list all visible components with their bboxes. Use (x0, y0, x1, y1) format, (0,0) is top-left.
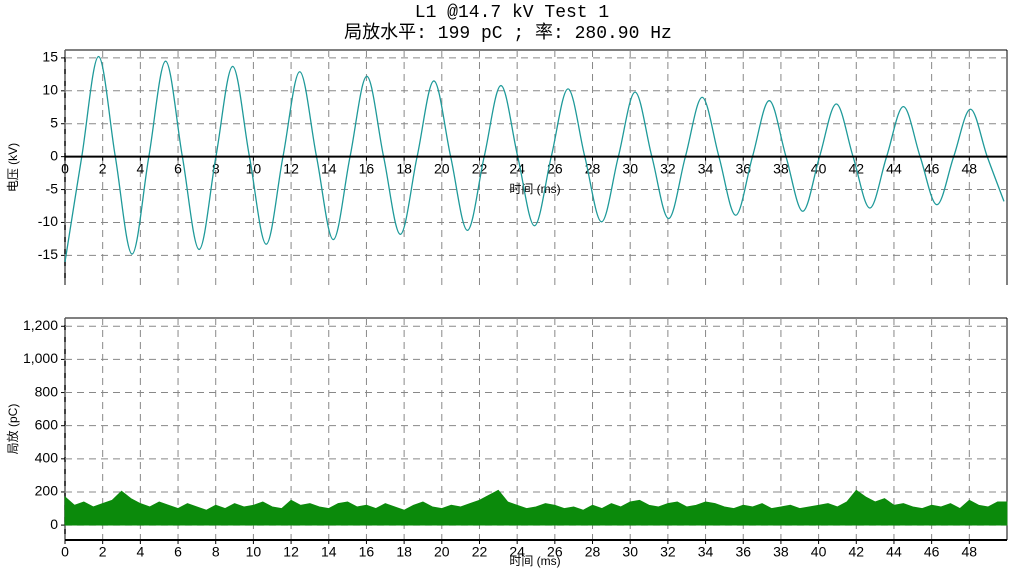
x-tick-label: 4 (136, 544, 144, 560)
x-tick-label: 38 (773, 544, 789, 560)
x-tick-label: 16 (359, 160, 375, 176)
x-tick-label: 40 (811, 544, 827, 560)
x-tick-label: 20 (434, 544, 450, 560)
x-tick-label: 44 (886, 544, 902, 560)
y-tick-label: 0 (50, 147, 58, 163)
x-tick-label: 12 (283, 544, 299, 560)
x-tick-label: 36 (735, 544, 751, 560)
y-tick-label: -5 (46, 180, 59, 196)
y-tick-label: 600 (35, 416, 59, 432)
x-tick-label: 32 (660, 160, 676, 176)
y-tick-label: 1,200 (23, 317, 58, 333)
x-tick-label: 44 (886, 160, 902, 176)
chart-subtitle: 局放水平: 199 pC ; 率: 280.90 Hz (344, 22, 672, 44)
y-tick-label: -15 (38, 246, 58, 262)
y-axis-label: 局放 (pC) (5, 404, 20, 455)
y-tick-label: 10 (42, 82, 58, 98)
x-tick-label: 8 (212, 160, 220, 176)
x-tick-label: 6 (174, 160, 182, 176)
x-tick-label: 14 (321, 160, 337, 176)
x-tick-label: 34 (698, 544, 714, 560)
x-tick-label: 26 (547, 544, 563, 560)
x-tick-label: 8 (212, 544, 220, 560)
y-tick-label: 800 (35, 383, 59, 399)
y-tick-label: 0 (50, 516, 58, 532)
x-tick-label: 2 (99, 544, 107, 560)
x-tick-label: 6 (174, 544, 182, 560)
x-tick-label: 46 (924, 160, 940, 176)
x-tick-label: 18 (396, 160, 412, 176)
x-tick-label: 32 (660, 544, 676, 560)
x-tick-label: 38 (773, 160, 789, 176)
x-tick-label: 28 (585, 544, 601, 560)
x-tick-label: 0 (61, 544, 69, 560)
x-tick-label: 48 (962, 544, 978, 560)
pd-area (64, 489, 1008, 526)
x-tick-label: 40 (811, 160, 827, 176)
x-tick-label: 0 (61, 160, 69, 176)
y-tick-label: 5 (50, 114, 58, 130)
x-tick-label: 16 (359, 544, 375, 560)
x-tick-label: 20 (434, 160, 450, 176)
chart-title: L1 @14.7 kV Test 1 (415, 3, 609, 23)
x-axis-label: 时间 (ms) (509, 554, 560, 568)
voltage-line (64, 55, 1005, 263)
y-tick-label: 200 (35, 483, 59, 499)
x-tick-label: 46 (924, 544, 940, 560)
x-tick-label: 34 (698, 160, 714, 176)
x-tick-label: 22 (472, 544, 488, 560)
x-tick-label: 22 (472, 160, 488, 176)
x-tick-label: 10 (246, 544, 262, 560)
x-tick-label: 36 (735, 160, 751, 176)
y-tick-label: 15 (42, 49, 58, 65)
x-tick-label: 30 (622, 544, 638, 560)
x-tick-label: 26 (547, 160, 563, 176)
x-tick-label: 4 (136, 160, 144, 176)
y-axis-label: 电压 (kV) (6, 143, 20, 192)
x-tick-label: 10 (246, 160, 262, 176)
x-tick-label: 48 (962, 160, 978, 176)
x-tick-label: 24 (509, 160, 525, 176)
x-tick-label: 18 (396, 544, 412, 560)
y-tick-label: 1,000 (23, 350, 58, 366)
x-tick-label: 42 (848, 544, 864, 560)
y-tick-label: 400 (35, 450, 59, 466)
x-tick-label: 14 (321, 544, 337, 560)
x-axis-label: 时间 (ms) (509, 182, 560, 196)
y-tick-label: -10 (38, 213, 58, 229)
x-tick-label: 2 (99, 160, 107, 176)
x-tick-label: 30 (622, 160, 638, 176)
x-tick-label: 12 (283, 160, 299, 176)
x-tick-label: 24 (509, 544, 525, 560)
